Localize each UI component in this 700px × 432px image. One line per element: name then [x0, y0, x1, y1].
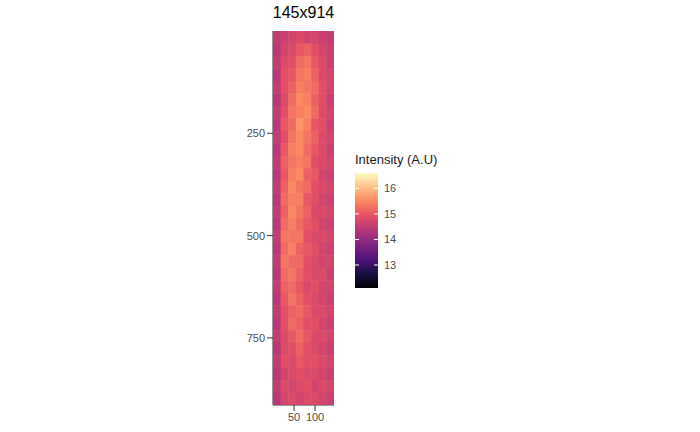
svg-text:14: 14 — [384, 233, 396, 245]
svg-text:250: 250 — [247, 127, 265, 139]
svg-text:50: 50 — [288, 411, 300, 423]
svg-text:100: 100 — [306, 411, 324, 423]
svg-text:500: 500 — [247, 230, 265, 242]
svg-text:750: 750 — [247, 332, 265, 344]
svg-text:Intensity (A.U): Intensity (A.U) — [355, 152, 437, 167]
svg-text:13: 13 — [384, 259, 396, 271]
svg-text:15: 15 — [384, 208, 396, 220]
html-text:145x914: 145x914 — [272, 4, 335, 21]
svg-text:16: 16 — [384, 182, 396, 194]
